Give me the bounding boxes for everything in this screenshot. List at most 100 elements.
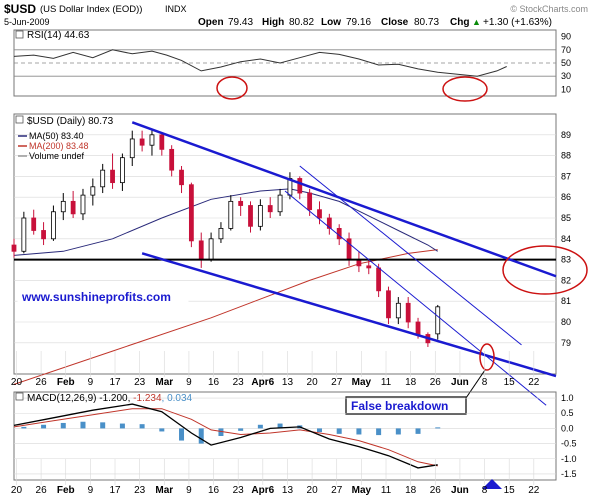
price-tick-label: 79: [561, 338, 571, 348]
lower-trend-line: [141, 252, 557, 378]
macd-histogram-bar: [159, 428, 165, 432]
macd-histogram-bar: [100, 422, 106, 429]
rsi-frame: [13, 29, 557, 97]
macd-x-tick-label: 26: [430, 485, 442, 495]
close-label: Close: [381, 17, 409, 28]
rsi-tick-label: 90: [561, 32, 571, 42]
price-tick-label: 86: [561, 192, 571, 202]
candle-body: [218, 227, 224, 240]
price-tick-label: 83: [561, 255, 571, 265]
candle-body: [307, 192, 313, 211]
macd-x-tick-label: 15: [504, 485, 516, 495]
price-tick-label: 80: [561, 317, 571, 327]
macd-x-tick-label: Feb: [57, 485, 75, 495]
price-x-tick-label: 23: [134, 377, 146, 388]
macd-x-tick-label: 13: [282, 485, 294, 495]
inner-channel-upper-line: [299, 165, 522, 346]
macd-x-tick-label: Mar: [155, 485, 173, 495]
macd-hist-value: , 0.034: [162, 393, 193, 404]
candle-body: [248, 205, 253, 227]
macd-legend-box: [15, 392, 24, 401]
rsi-highlight-ellipse: [216, 76, 248, 100]
candle-body: [366, 265, 372, 269]
candle-body: [198, 240, 204, 261]
candle-body: [11, 244, 17, 252]
candle-body: [159, 134, 165, 150]
macd-x-tick-label: 16: [208, 485, 220, 495]
macd-histogram-bar: [60, 422, 66, 429]
chg-value: +1.30 (+1.63%): [483, 17, 552, 28]
price-tick-label: 88: [561, 151, 571, 161]
site-label-bg: [17, 287, 189, 307]
macd-signal-value: -1.234: [133, 393, 162, 404]
price-x-tick-label: 23: [233, 377, 245, 388]
candle-body: [60, 200, 66, 213]
price-tick-label: 87: [561, 171, 571, 181]
price-x-tick-label: 9: [186, 377, 192, 388]
macd-x-tick-label: 11: [381, 485, 392, 495]
price-x-tick-label: 8: [482, 377, 488, 388]
inner-channel-lower-line: [284, 190, 547, 406]
macd-histogram-bar: [395, 428, 401, 435]
price-x-tick-label: 9: [88, 377, 94, 388]
price-panel: 7980818283848586878889www.sunshineprofit…: [11, 113, 588, 415]
macd-histogram-bar: [139, 424, 145, 429]
macd-x-tick-label: Jun: [451, 485, 469, 495]
rsi-line: [13, 49, 507, 77]
candle-body: [129, 138, 135, 159]
rsi-legend-box: [15, 30, 24, 39]
price-tick-label: 84: [561, 234, 571, 244]
price-x-tick-label: 20: [307, 377, 319, 388]
price-x-tick-label: 27: [331, 377, 343, 388]
candle-body: [110, 169, 115, 184]
chg-label: Chg: [450, 17, 469, 28]
candle-body: [139, 138, 145, 146]
macd-histogram-bar: [119, 423, 125, 429]
price-x-tick-label: 26: [430, 377, 442, 388]
macd-x-tick-label: 9: [186, 485, 192, 495]
price-x-tick-label: 18: [405, 377, 417, 388]
candle-body: [415, 321, 421, 335]
symbol: $USD: [4, 2, 36, 16]
price-title: $USD (Daily) 80.73: [27, 116, 114, 127]
macd-tick-label: -1.5: [561, 469, 577, 479]
rsi-label: RSI(14) 44.63: [27, 30, 90, 41]
macd-tick-label: -1.0: [561, 454, 577, 464]
macd-x-tick-label: 9: [88, 485, 94, 495]
open-value: 79.43: [228, 17, 253, 28]
price-x-tick-label: 11: [381, 377, 392, 388]
macd-x-tick-label: 23: [233, 485, 245, 495]
macd-histogram-bar: [179, 428, 185, 441]
price-x-tick-label: 15: [504, 377, 516, 388]
macd-x-tick-label: 26: [36, 485, 48, 495]
candle-body: [435, 306, 441, 335]
price-x-tick-label: 13: [282, 377, 294, 388]
price-x-tick-label: Jun: [451, 377, 469, 388]
watermark: © StockCharts.com: [510, 4, 588, 14]
candle-body: [277, 194, 283, 213]
candle-body: [238, 200, 244, 206]
macd-tick-label: 1.0: [561, 393, 574, 403]
date: 5-Jun-2009: [4, 17, 50, 27]
macd-x-tick-label: 8: [482, 485, 488, 495]
macd-value: -1.200,: [99, 393, 133, 404]
price-x-axis: 20 26 Feb 9 17 23 Mar 9 16 23 Apr6 13 20 27 May 11 18 26 J…: [11, 351, 540, 388]
macd-panel: -1.5 -1.0 -0.5 0.0 0.5 1.0 MACD(12,26,9) -1.20…: [13, 391, 577, 489]
price-x-tick-label: 22: [528, 377, 540, 388]
macd-x-tick-label: 20: [11, 485, 23, 495]
price-legend-entry: MA(200) 83.48: [29, 141, 89, 151]
upper-trend-line: [131, 121, 557, 278]
close-value: 80.73: [414, 17, 439, 28]
macd-histogram-bar: [415, 428, 421, 434]
candle-body: [169, 148, 175, 171]
candle-body: [317, 209, 322, 219]
candle-body: [21, 217, 27, 252]
macd-histogram-bar: [435, 427, 441, 429]
candle-body: [179, 169, 184, 186]
macd-histogram-bar: [238, 428, 244, 431]
candle-body: [208, 238, 214, 261]
price-x-tick-label: 26: [36, 377, 48, 388]
rsi-panel: 10 30 50 70 90 RSI(14) 44.63: [13, 29, 571, 102]
candle-body: [326, 217, 332, 229]
